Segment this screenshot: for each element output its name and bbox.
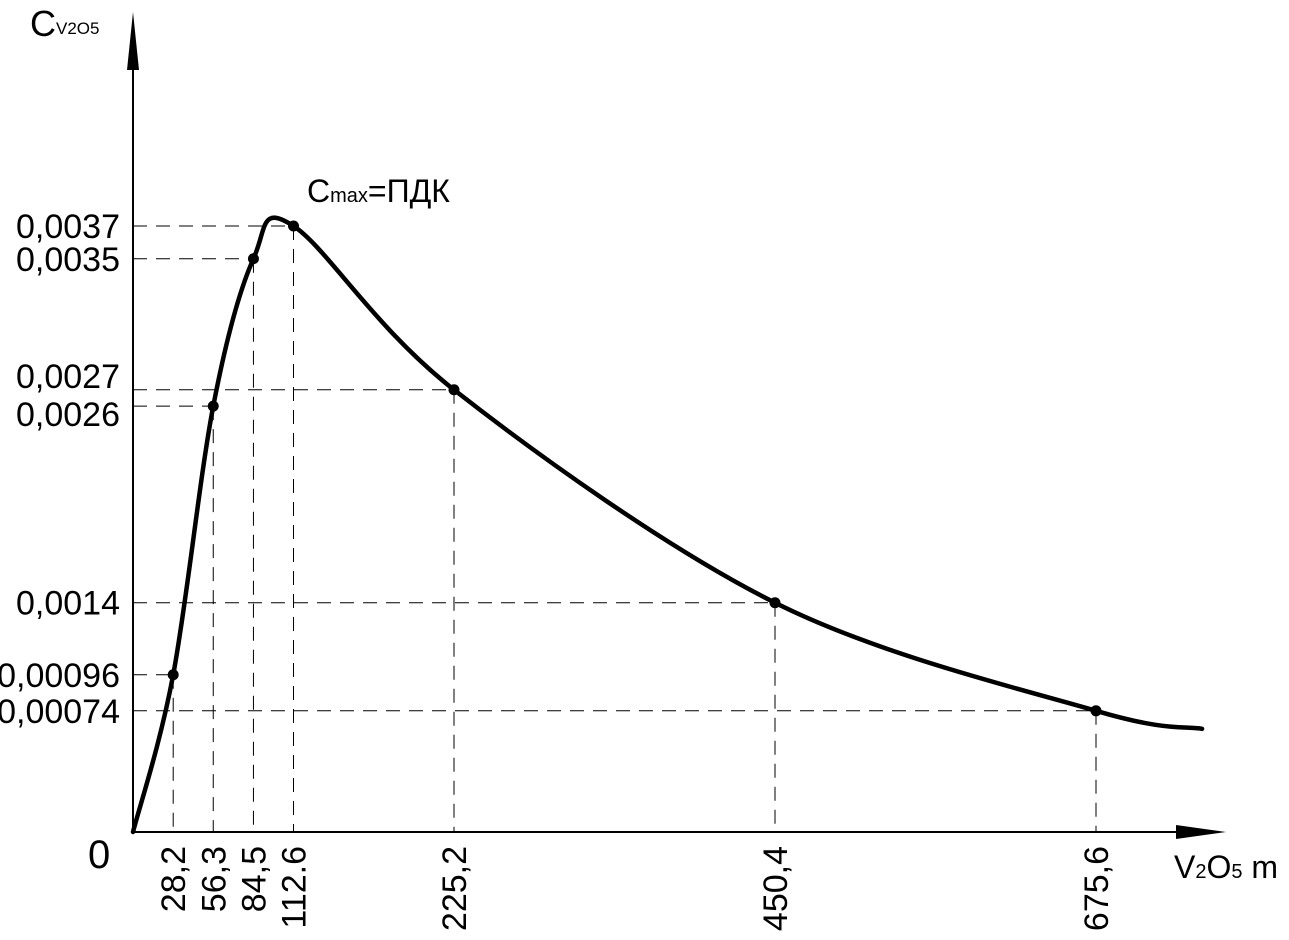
y-tick-label: 0,0037 [16,208,120,246]
y-axis-label-base: C [30,3,56,44]
axes [127,12,1226,839]
data-point [247,253,259,265]
x-axis-arrow [1176,825,1226,839]
max-annotation: Cmax=ПДК [307,173,450,209]
data-point [288,220,299,232]
y-tick-label: 0,00074 [0,693,120,731]
x-tick-label: 450,4 [757,846,795,931]
y-axis-label-sub: V2O5 [56,19,99,38]
x-tick-labels: 28,2 56,3 84,5 112.6 225,2 450,4 675,6 [155,846,1116,931]
max-annotation-base: C [307,173,330,209]
x-axis-label-sub1: 2 [1195,861,1206,883]
y-tick-label: 0,0014 [16,585,120,623]
data-point [1090,705,1102,717]
data-point [167,669,179,681]
x-tick-label: 56,3 [195,846,233,912]
y-tick-label: 0,00096 [0,657,120,695]
guide-lines [133,225,1097,832]
data-point [448,384,460,396]
max-annotation-sub: max [330,185,368,207]
y-tick-label: 0,0035 [16,241,120,279]
x-tick-label: 225,2 [436,846,474,931]
max-annotation-tail: =ПДК [368,173,450,209]
y-axis-arrow [127,12,139,70]
x-tick-label: 675,6 [1078,846,1116,931]
x-tick-label: 28,2 [155,846,193,912]
data-curve [130,215,1205,835]
x-axis-label-sub2: 5 [1231,861,1242,883]
data-point [769,597,781,609]
x-axis-label-tail: m [1242,849,1278,885]
x-tick-label: 84,5 [235,846,273,912]
x-axis-label-mid: O [1206,849,1231,885]
x-axis-label: V2O5 m [1174,849,1278,885]
data-point [207,400,219,412]
origin-label: 0 [88,833,110,877]
y-tick-label: 0,0026 [16,396,120,434]
x-axis-label-base: V [1174,849,1196,885]
y-axis-label: CV2O5 [30,3,99,44]
x-tick-label: 112.6 [276,846,314,929]
data-points [167,220,1102,717]
y-tick-label: 0,0027 [16,358,120,396]
